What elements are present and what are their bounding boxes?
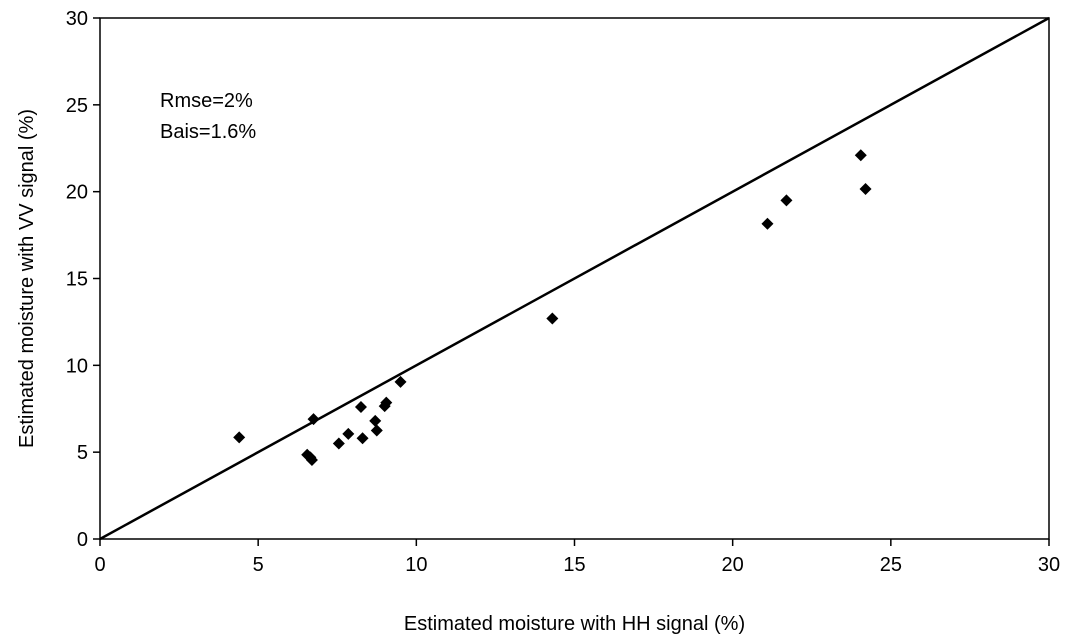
data-points: [233, 149, 872, 466]
x-tick-label: 30: [1038, 554, 1060, 576]
data-point-marker: [305, 453, 318, 466]
data-point-marker: [370, 424, 383, 437]
y-tick-label: 30: [66, 8, 88, 30]
data-point-marker: [233, 431, 246, 444]
x-axis-title: Estimated moisture with HH signal (%): [404, 613, 745, 635]
y-axis-title: Estimated moisture with VV signal (%): [16, 109, 38, 448]
reference-line: [99, 16, 1050, 541]
data-point-marker: [546, 312, 559, 325]
y-tick-label: 0: [77, 529, 88, 551]
y-tick-label: 10: [66, 355, 88, 377]
data-point-marker: [854, 149, 867, 162]
data-point-marker: [780, 194, 793, 207]
x-tick-label: 0: [94, 554, 105, 576]
data-point-marker: [859, 183, 872, 196]
data-point-marker: [356, 432, 369, 445]
data-point-marker: [354, 401, 367, 414]
y-axis: 0 5 10 15 20 25 30: [66, 8, 100, 551]
x-tick-label: 25: [880, 554, 902, 576]
data-point-marker: [380, 396, 393, 409]
y-tick-label: 25: [66, 95, 88, 117]
data-point-marker: [307, 413, 320, 426]
data-point-marker: [332, 437, 345, 450]
x-tick-label: 20: [722, 554, 744, 576]
data-point-marker: [761, 217, 774, 230]
annotation-rmse: Rmse=2%: [160, 90, 253, 112]
y-tick-label: 5: [77, 442, 88, 464]
x-axis: 0 5 10 15 20 25 30: [94, 539, 1060, 576]
y-tick-label: 20: [66, 182, 88, 204]
x-tick-label: 10: [405, 554, 427, 576]
annotation-bias: Bais=1.6%: [160, 121, 256, 143]
data-point-marker: [369, 414, 382, 427]
y-tick-label: 15: [66, 269, 88, 291]
x-tick-label: 15: [563, 554, 585, 576]
data-point-marker: [394, 375, 407, 388]
x-tick-label: 5: [253, 554, 264, 576]
data-point-marker: [342, 427, 355, 440]
